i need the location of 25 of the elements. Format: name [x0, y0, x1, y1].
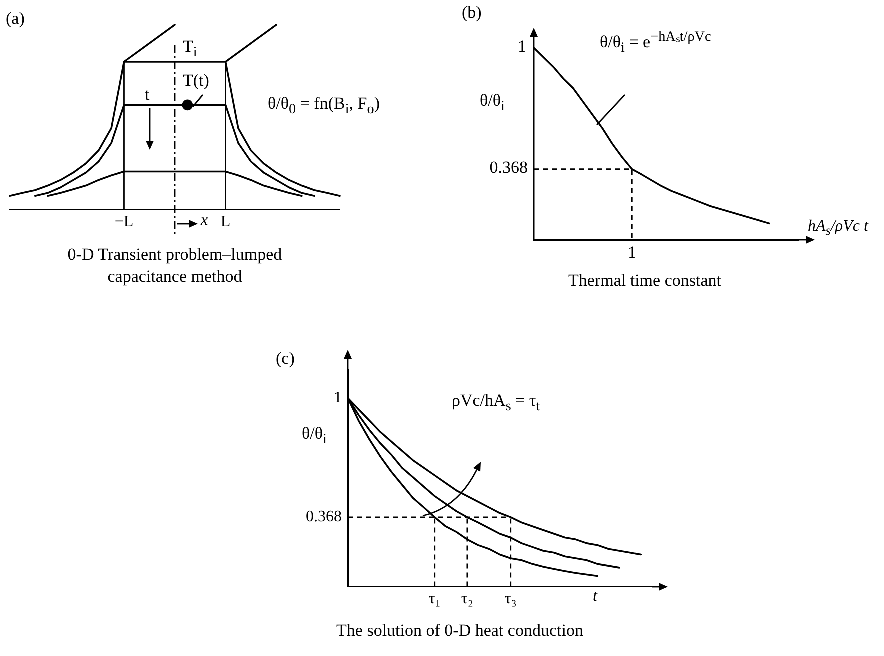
annotation: T(t)	[183, 71, 210, 91]
x-axis-title: t	[593, 588, 598, 606]
text: (c)	[276, 349, 295, 369]
x-tick-label: τ₁	[428, 590, 441, 608]
ref-line-label: 0.368	[490, 158, 528, 178]
annotation: θ/θ$_{0}$ = fn(B$_{i}$, F$_{o}$)	[268, 94, 380, 118]
x-tick-label: L	[220, 214, 231, 231]
text: Thermal time constant	[568, 270, 722, 292]
x-tick-label: τ₃	[504, 590, 517, 608]
annotation: ρVc/hA$_{s}$ = τ$_{t}$	[452, 391, 540, 415]
text: 1	[518, 37, 526, 57]
text: (b)	[462, 3, 482, 23]
x-tick-label: −L	[114, 214, 134, 231]
annotation: θ/θ$_{i}$ = e$^{−hAₛt/ρVc}$	[600, 29, 712, 57]
x-axis-title: hA$_{s}$/ρVc t	[808, 218, 868, 239]
x-axis-title: x	[201, 212, 208, 230]
y-axis-title: θ/θ$_{i}$	[302, 424, 327, 448]
text: 1	[628, 243, 636, 263]
annotation: T$_{i}$	[183, 37, 198, 61]
annotation: (a)	[6, 9, 25, 29]
text: The solution of 0-D heat conduction	[336, 620, 584, 642]
y-axis-title: θ/θ$_{i}$	[480, 91, 505, 115]
annotation: t	[145, 85, 150, 105]
x-tick-label: τ₂	[461, 590, 474, 608]
text: 0-D Transient problem–lumped capacitance method	[66, 244, 284, 288]
